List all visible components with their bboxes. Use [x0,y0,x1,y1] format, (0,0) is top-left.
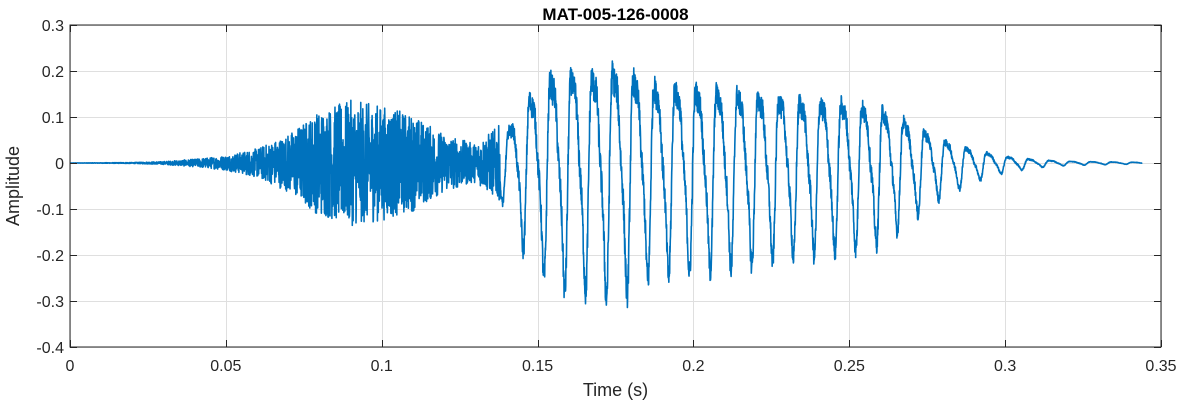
grid [70,25,1162,348]
y-tick-label: 0.2 [42,64,64,81]
x-axis-label: Time (s) [583,380,648,400]
plot-area-frame [69,24,1162,348]
series-layer [69,60,1143,309]
y-axis-label: Amplitude [3,146,23,226]
y-tick-label: -0.2 [36,248,64,265]
x-tick-label: 0.15 [522,358,553,375]
x-tick-label: 0.3 [994,358,1016,375]
x-tick-label: 0.1 [371,358,393,375]
y-tick-label: 0 [55,156,64,173]
x-tick-label: 0 [66,358,75,375]
y-tick-label: 0.3 [42,18,64,35]
x-tick-label: 0.2 [682,358,704,375]
y-tick-label: 0.1 [42,110,64,127]
waveform-series-line [69,60,1143,309]
chart-title: MAT-005-126-0008 [542,5,688,24]
x-tick-label: 0.05 [210,358,241,375]
y-tick-label: -0.4 [36,340,64,357]
x-tick-label: 0.25 [834,358,865,375]
x-tick-label: 0.35 [1145,358,1176,375]
y-tick-label: -0.3 [36,294,64,311]
ticks: 0 0.05 0.1 0.15 0.2 0.25 0.3 0.35 -0.4 -0.3 -0.2 -0… [36,18,1176,375]
y-tick-label: -0.1 [36,202,64,219]
